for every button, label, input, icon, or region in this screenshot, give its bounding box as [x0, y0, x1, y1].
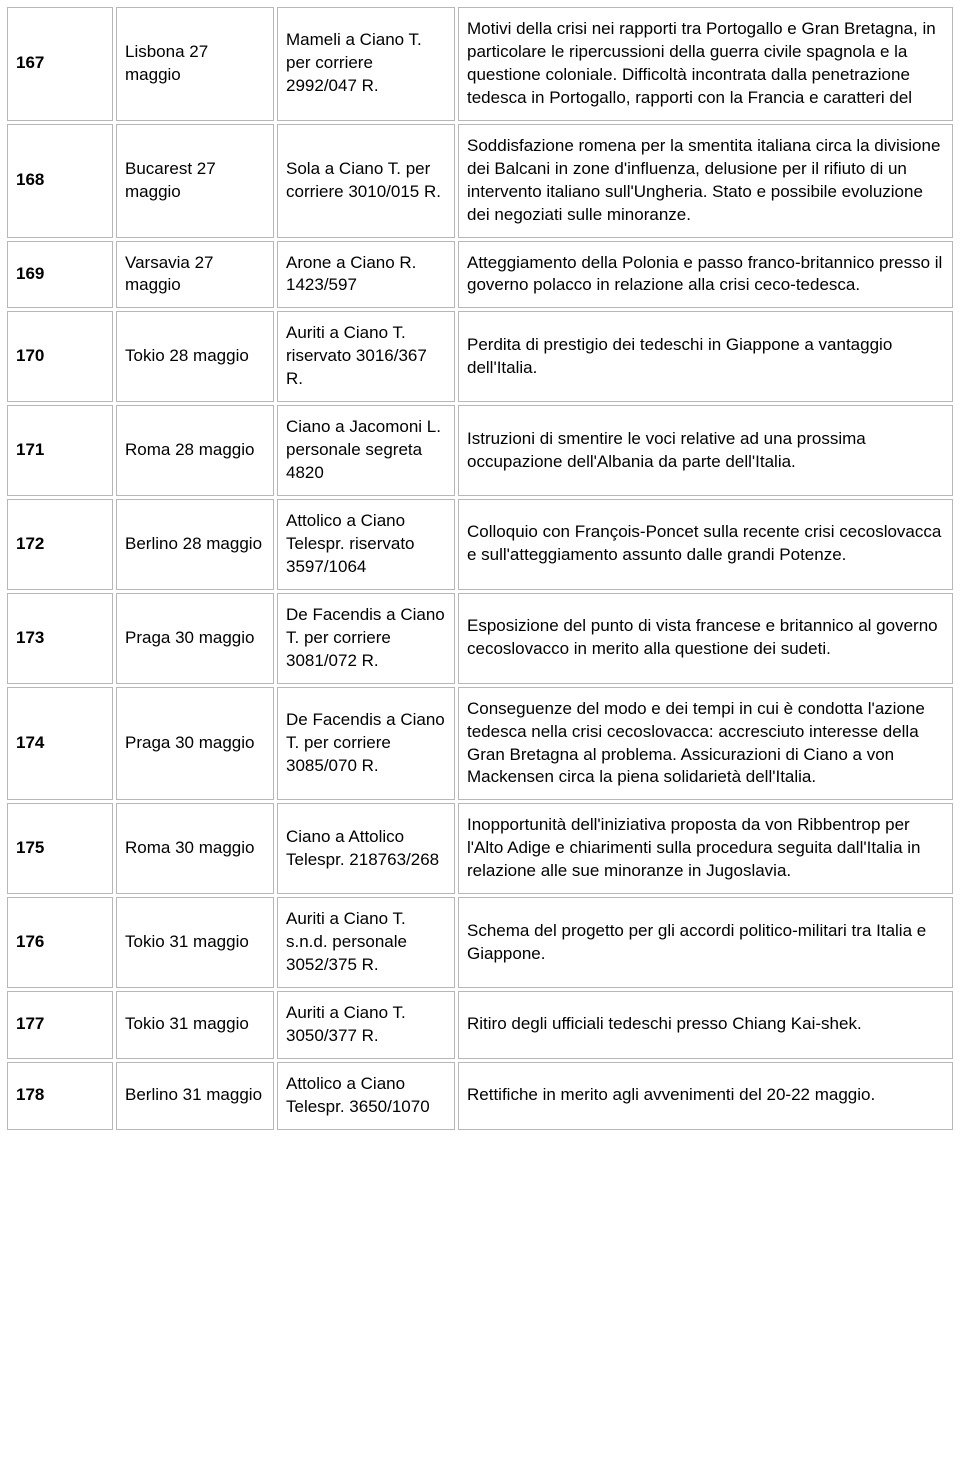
doc-number: 172: [7, 499, 113, 590]
doc-description: Ritiro degli ufficiali tedeschi presso C…: [458, 991, 953, 1059]
doc-reference: Ciano a Attolico Telespr. 218763/268: [277, 803, 455, 894]
doc-location-date: Varsavia 27 maggio: [116, 241, 274, 309]
doc-reference: Attolico a Ciano Telespr. riservato 3597…: [277, 499, 455, 590]
doc-description: Inopportunità dell'iniziativa proposta d…: [458, 803, 953, 894]
doc-reference: Ciano a Jacomoni L. personale segreta 48…: [277, 405, 455, 496]
doc-location-date: Berlino 28 maggio: [116, 499, 274, 590]
table-row: 177Tokio 31 maggioAuriti a Ciano T. 3050…: [7, 991, 953, 1059]
doc-location-date: Praga 30 maggio: [116, 687, 274, 801]
doc-reference: De Facendis a Ciano T. per corriere 3085…: [277, 687, 455, 801]
documents-tbody: 167Lisbona 27 maggioMameli a Ciano T. pe…: [7, 7, 953, 1130]
doc-description: Conseguenze del modo e dei tempi in cui …: [458, 687, 953, 801]
doc-description: Colloquio con François-Poncet sulla rece…: [458, 499, 953, 590]
doc-number: 177: [7, 991, 113, 1059]
doc-reference: Sola a Ciano T. per corriere 3010/015 R.: [277, 124, 455, 238]
doc-number: 168: [7, 124, 113, 238]
doc-description: Atteggiamento della Polonia e passo fran…: [458, 241, 953, 309]
doc-description: Rettifiche in merito agli avvenimenti de…: [458, 1062, 953, 1130]
doc-reference: Auriti a Ciano T. s.n.d. personale 3052/…: [277, 897, 455, 988]
doc-location-date: Roma 30 maggio: [116, 803, 274, 894]
doc-description: Schema del progetto per gli accordi poli…: [458, 897, 953, 988]
doc-location-date: Bucarest 27 maggio: [116, 124, 274, 238]
doc-location-date: Tokio 31 maggio: [116, 897, 274, 988]
doc-location-date: Roma 28 maggio: [116, 405, 274, 496]
table-row: 169Varsavia 27 maggioArone a Ciano R. 14…: [7, 241, 953, 309]
table-row: 173Praga 30 maggioDe Facendis a Ciano T.…: [7, 593, 953, 684]
doc-description: Soddisfazione romena per la smentita ita…: [458, 124, 953, 238]
doc-reference: Arone a Ciano R. 1423/597: [277, 241, 455, 309]
table-row: 175Roma 30 maggioCiano a Attolico Telesp…: [7, 803, 953, 894]
doc-number: 174: [7, 687, 113, 801]
doc-number: 169: [7, 241, 113, 309]
doc-number: 175: [7, 803, 113, 894]
doc-location-date: Praga 30 maggio: [116, 593, 274, 684]
doc-location-date: Tokio 31 maggio: [116, 991, 274, 1059]
doc-number: 171: [7, 405, 113, 496]
doc-number: 167: [7, 7, 113, 121]
doc-reference: Attolico a Ciano Telespr. 3650/1070: [277, 1062, 455, 1130]
doc-number: 176: [7, 897, 113, 988]
doc-reference: De Facendis a Ciano T. per corriere 3081…: [277, 593, 455, 684]
table-row: 171Roma 28 maggioCiano a Jacomoni L. per…: [7, 405, 953, 496]
doc-number: 170: [7, 311, 113, 402]
doc-description: Istruzioni di smentire le voci relative …: [458, 405, 953, 496]
doc-reference: Auriti a Ciano T. riservato 3016/367 R.: [277, 311, 455, 402]
table-row: 176Tokio 31 maggioAuriti a Ciano T. s.n.…: [7, 897, 953, 988]
documents-table: 167Lisbona 27 maggioMameli a Ciano T. pe…: [4, 4, 956, 1133]
doc-number: 173: [7, 593, 113, 684]
table-row: 167Lisbona 27 maggioMameli a Ciano T. pe…: [7, 7, 953, 121]
table-row: 178Berlino 31 maggioAttolico a Ciano Tel…: [7, 1062, 953, 1130]
table-row: 172Berlino 28 maggioAttolico a Ciano Tel…: [7, 499, 953, 590]
doc-description: Perdita di prestigio dei tedeschi in Gia…: [458, 311, 953, 402]
doc-reference: Mameli a Ciano T. per corriere 2992/047 …: [277, 7, 455, 121]
doc-location-date: Tokio 28 maggio: [116, 311, 274, 402]
doc-description: Esposizione del punto di vista francese …: [458, 593, 953, 684]
doc-location-date: Lisbona 27 maggio: [116, 7, 274, 121]
doc-location-date: Berlino 31 maggio: [116, 1062, 274, 1130]
table-row: 168Bucarest 27 maggioSola a Ciano T. per…: [7, 124, 953, 238]
table-row: 174Praga 30 maggioDe Facendis a Ciano T.…: [7, 687, 953, 801]
doc-description: Motivi della crisi nei rapporti tra Port…: [458, 7, 953, 121]
table-row: 170Tokio 28 maggioAuriti a Ciano T. rise…: [7, 311, 953, 402]
doc-reference: Auriti a Ciano T. 3050/377 R.: [277, 991, 455, 1059]
doc-number: 178: [7, 1062, 113, 1130]
